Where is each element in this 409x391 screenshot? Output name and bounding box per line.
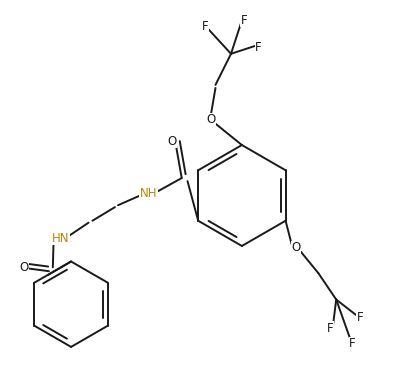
Text: O: O bbox=[206, 113, 215, 126]
Text: F: F bbox=[356, 311, 363, 324]
Text: F: F bbox=[201, 20, 208, 33]
Text: F: F bbox=[255, 41, 261, 54]
Text: NH: NH bbox=[139, 187, 157, 200]
Text: O: O bbox=[291, 241, 300, 255]
Text: O: O bbox=[19, 261, 28, 274]
Text: HN: HN bbox=[52, 232, 69, 245]
Text: F: F bbox=[240, 14, 247, 27]
Text: F: F bbox=[326, 322, 333, 335]
Text: F: F bbox=[348, 337, 355, 350]
Text: O: O bbox=[167, 135, 176, 148]
